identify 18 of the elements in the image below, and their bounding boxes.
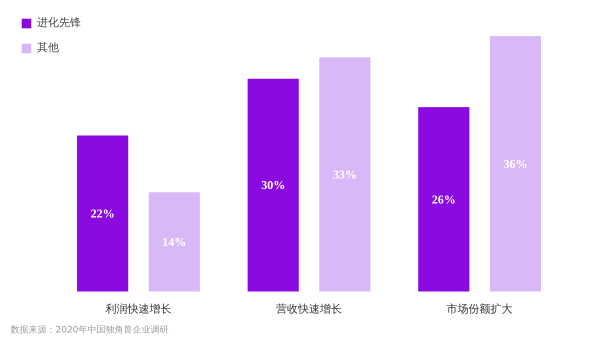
data-label: 14% bbox=[162, 234, 186, 249]
bar bbox=[248, 78, 299, 292]
data-label: 26% bbox=[432, 192, 456, 206]
x-tick-label: 利润快速增长 bbox=[105, 302, 172, 316]
x-tick-label: 市场份额扩大 bbox=[446, 302, 513, 316]
bar bbox=[319, 57, 370, 292]
data-label: 22% bbox=[90, 206, 115, 220]
bar bbox=[490, 36, 542, 292]
x-tick-label: 营收快速增长 bbox=[276, 302, 342, 316]
data-label: 30% bbox=[261, 178, 286, 192]
bar bbox=[148, 192, 200, 292]
source-note: 数据来源：2020年中国独角兽企业调研 bbox=[10, 324, 168, 336]
data-label: 36% bbox=[503, 156, 528, 171]
legend-label: 进化先锋 bbox=[37, 15, 81, 30]
bar bbox=[77, 135, 128, 292]
bar bbox=[418, 107, 470, 292]
legend-label: 其他 bbox=[37, 40, 59, 55]
data-label: 33% bbox=[332, 167, 357, 182]
